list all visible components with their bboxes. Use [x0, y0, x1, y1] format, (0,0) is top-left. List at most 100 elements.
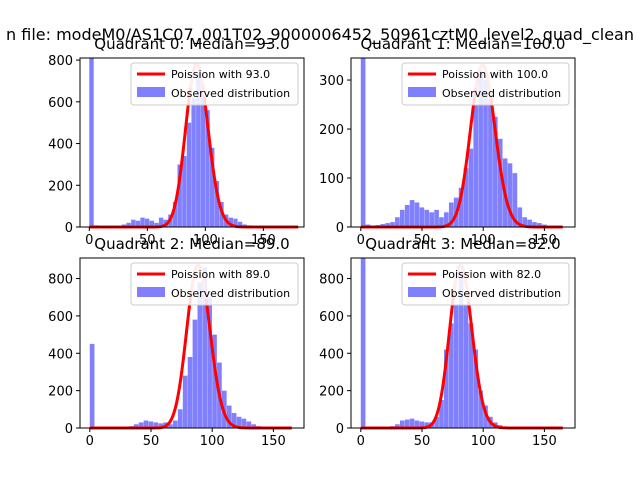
histogram-bar — [385, 223, 390, 227]
histogram-bar — [246, 421, 252, 428]
y-tick-label: 0 — [336, 422, 344, 437]
legend-label-observed: Observed distribution — [442, 287, 561, 300]
legend-swatch-observed — [137, 87, 165, 97]
histogram-bar — [522, 217, 528, 227]
y-tick-label: 0 — [65, 422, 73, 437]
x-tick-label: 0 — [357, 233, 365, 248]
x-tick-label: 150 — [251, 233, 276, 248]
histogram-bar — [537, 223, 542, 227]
histogram-bar — [360, 58, 366, 227]
y-tick-label: 200 — [319, 123, 344, 138]
chart-quadrant-1: 0 50 100 150 0 100 200 300 Quadrant 1: Median=10… — [319, 35, 576, 248]
histogram-bar — [209, 147, 215, 227]
histogram-bar — [205, 110, 210, 227]
histogram-bar — [251, 424, 257, 428]
chart-quadrant-0: 0 50 100 150 0 200 400 600 800 Quadrant 0: Median… — [48, 35, 305, 248]
y-tick-label: 300 — [319, 74, 344, 89]
y-tick-label: 0 — [65, 221, 73, 236]
histogram-bar — [399, 420, 405, 428]
histogram-bar — [133, 424, 139, 428]
legend-swatch-observed — [137, 287, 165, 297]
x-tick-label: 50 — [414, 434, 431, 449]
histogram-bar — [507, 163, 513, 227]
histogram-bar — [473, 349, 479, 428]
histogram-bar — [444, 349, 449, 428]
histogram-bar — [448, 323, 454, 428]
legend-label-observed: Observed distribution — [171, 287, 290, 300]
chart-title: Quadrant 1: Median=100.0 — [361, 35, 566, 53]
x-tick-label: 0 — [86, 434, 94, 449]
histogram-bar — [419, 421, 425, 428]
histogram-bar — [468, 148, 474, 227]
histogram-bar — [135, 220, 141, 227]
histogram-bar — [429, 212, 434, 227]
histogram-bar — [143, 420, 149, 428]
histogram-bar — [439, 217, 444, 227]
histogram-bar — [448, 202, 454, 227]
histogram-bar — [186, 122, 192, 227]
legend-label-observed: Observed distribution — [442, 87, 561, 100]
x-tick-label: 150 — [532, 434, 557, 449]
axes-frame — [79, 257, 305, 429]
histogram-bar — [241, 418, 247, 428]
histogram-bar — [488, 99, 493, 227]
histogram-bar — [126, 222, 131, 227]
histogram-bar — [434, 209, 439, 227]
y-tick-label: 600 — [48, 96, 73, 111]
histogram-bar — [483, 405, 488, 428]
histogram-bar — [182, 375, 188, 428]
histogram-bar — [202, 267, 208, 428]
axes-frame — [350, 57, 576, 228]
histogram-bar — [197, 282, 203, 428]
histogram-bar — [404, 419, 410, 428]
histogram-bar — [138, 422, 144, 428]
legend-box — [401, 262, 570, 306]
legend-label-poisson: Poission with 100.0 — [442, 68, 548, 81]
legend-box — [130, 62, 299, 106]
histogram-bar — [168, 424, 173, 428]
y-tick-label: 100 — [319, 172, 344, 187]
histogram-bar — [231, 413, 237, 428]
histogram-bar — [191, 97, 196, 228]
legend-label-poisson: Poission with 82.0 — [442, 268, 541, 281]
y-tick-label: 400 — [48, 138, 73, 153]
histogram-bar — [478, 390, 483, 428]
histogram-bar — [453, 304, 459, 428]
histogram-bar — [414, 420, 420, 428]
histogram-bar — [444, 212, 449, 227]
histogram-bar — [182, 156, 187, 227]
histogram-bar — [409, 200, 415, 227]
histogram-bar — [512, 173, 518, 227]
histogram-bar — [532, 222, 537, 227]
legend-box — [130, 262, 299, 306]
y-tick-label: 400 — [319, 347, 344, 362]
histogram-bar — [237, 221, 243, 227]
legend-swatch-observed — [408, 87, 436, 97]
histogram-bar — [419, 207, 425, 227]
chart-quadrant-3: 0 50 100 150 0 200 400 600 800 Quadrant 3: Median… — [319, 235, 576, 449]
histogram-bar — [148, 421, 154, 428]
histogram-bar — [154, 222, 159, 227]
histogram-bar — [458, 271, 464, 428]
histogram-bar — [140, 217, 145, 227]
x-tick-label: 50 — [143, 434, 160, 449]
x-tick-label: 100 — [471, 434, 496, 449]
histogram-bar — [187, 357, 193, 428]
y-tick-label: 400 — [48, 347, 73, 362]
x-tick-label: 150 — [261, 434, 286, 449]
histogram-bar — [473, 104, 479, 227]
histogram-bar — [144, 218, 150, 227]
histogram-bar — [395, 424, 400, 428]
histogram-bar — [214, 181, 220, 227]
legend-box — [401, 62, 570, 106]
histogram-bar — [463, 168, 469, 227]
histogram-bar — [172, 201, 178, 227]
y-tick-label: 200 — [48, 179, 73, 194]
histogram-bar — [158, 217, 164, 227]
x-tick-label: 0 — [357, 434, 365, 449]
histogram-bar — [404, 204, 410, 227]
histogram-bar — [439, 399, 444, 428]
histogram-bar — [399, 209, 405, 227]
legend-label-poisson: Poission with 93.0 — [171, 68, 270, 81]
